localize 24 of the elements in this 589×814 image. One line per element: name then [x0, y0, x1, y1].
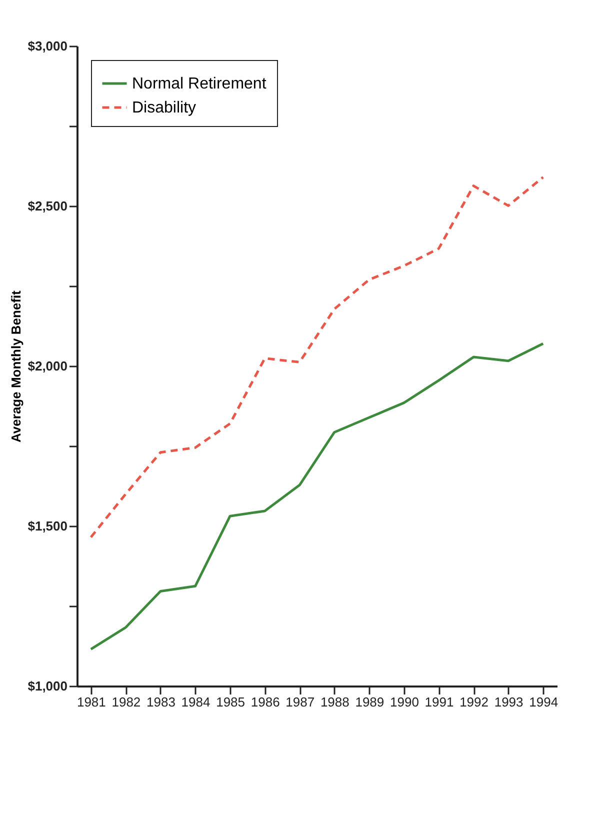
x-tick-label: 1986: [250, 694, 280, 710]
x-tick-label: 1990: [390, 694, 419, 710]
x-tick-label: 1983: [146, 694, 176, 710]
x-tick-label: 1989: [355, 694, 384, 710]
y-tick-label: $1,500: [28, 518, 68, 534]
line-series: [90, 342, 544, 650]
x-tick-label: 1992: [460, 694, 488, 710]
x-tick-label: 1987: [286, 694, 315, 710]
x-tick-label: 1984: [181, 694, 210, 710]
line-series: [90, 176, 544, 538]
y-tick-label: $2,000: [28, 358, 68, 374]
x-tick-label: 1994: [529, 694, 558, 710]
x-tick-label: 1985: [216, 694, 246, 710]
x-tick-label: 1988: [320, 694, 350, 710]
x-tick-label: 1982: [112, 694, 141, 710]
legend-label: Disability: [132, 100, 196, 116]
legend-label: Normal Retirement: [132, 76, 267, 92]
x-tick-label: 1991: [424, 694, 454, 710]
x-tick-label: 1981: [76, 694, 106, 710]
x-tick-label: 1993: [494, 694, 524, 710]
y-tick-label: $1,000: [28, 678, 68, 694]
y-tick-label: $3,000: [28, 38, 68, 54]
y-axis-title: Average Monthly Benefit: [8, 290, 24, 442]
y-tick-label: $2,500: [28, 198, 68, 214]
